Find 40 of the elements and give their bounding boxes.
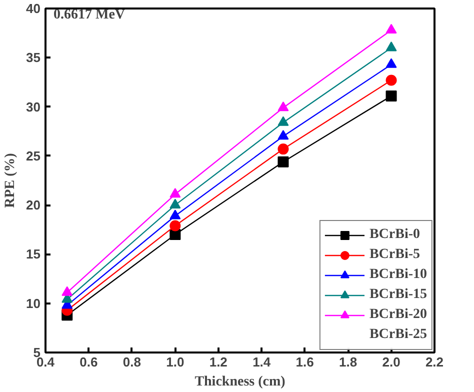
- x-tick-label: 0.6: [80, 354, 98, 370]
- y-tick-label: 15: [26, 246, 41, 262]
- x-tick-label: 2.0: [382, 354, 400, 370]
- point: [278, 116, 289, 126]
- annotation: 0.6617 MeV: [54, 8, 126, 22]
- text: BCrBi-25: [369, 327, 427, 343]
- x-tick-label: 1.0: [166, 354, 184, 370]
- y-tick-label: 40: [26, 1, 41, 16]
- point: [386, 90, 397, 102]
- y-tick-label: 35: [26, 50, 41, 66]
- x-tick-label: 1.8: [339, 354, 358, 370]
- x-tick-label: 1.6: [296, 354, 314, 370]
- point: [62, 286, 73, 296]
- point: [278, 101, 289, 112]
- y-axis-title: RPE (%): [3, 152, 18, 208]
- x-tick-label: 0.8: [122, 354, 141, 370]
- legend-label: BCrBi-5: [369, 247, 420, 263]
- legend-label: BCrBi-0: [369, 227, 420, 243]
- y-tick-label: 20: [26, 198, 41, 213]
- point: [386, 42, 397, 52]
- point: [278, 144, 289, 155]
- point: [170, 198, 181, 208]
- x-tick-label: 1.2: [209, 354, 228, 370]
- x-tick-label: 1.4: [252, 354, 272, 370]
- point: [278, 130, 289, 140]
- legend-label: BCrBi-20: [369, 307, 427, 323]
- point: [170, 188, 181, 198]
- point: [170, 210, 181, 220]
- point: [386, 24, 397, 34]
- point: [386, 58, 397, 68]
- x-tick-label: 2.2: [425, 354, 444, 370]
- legend-label: BCrBi-10: [369, 267, 427, 283]
- point: [278, 156, 289, 168]
- y-tick-label: 10: [26, 296, 41, 311]
- x-axis-title: Thickness (cm): [194, 374, 286, 390]
- point: [170, 220, 181, 232]
- y-tick-label: 30: [26, 99, 41, 114]
- legend-label: BCrBi-15: [369, 287, 427, 303]
- y-tick-label: 25: [26, 148, 41, 164]
- point: [386, 74, 397, 86]
